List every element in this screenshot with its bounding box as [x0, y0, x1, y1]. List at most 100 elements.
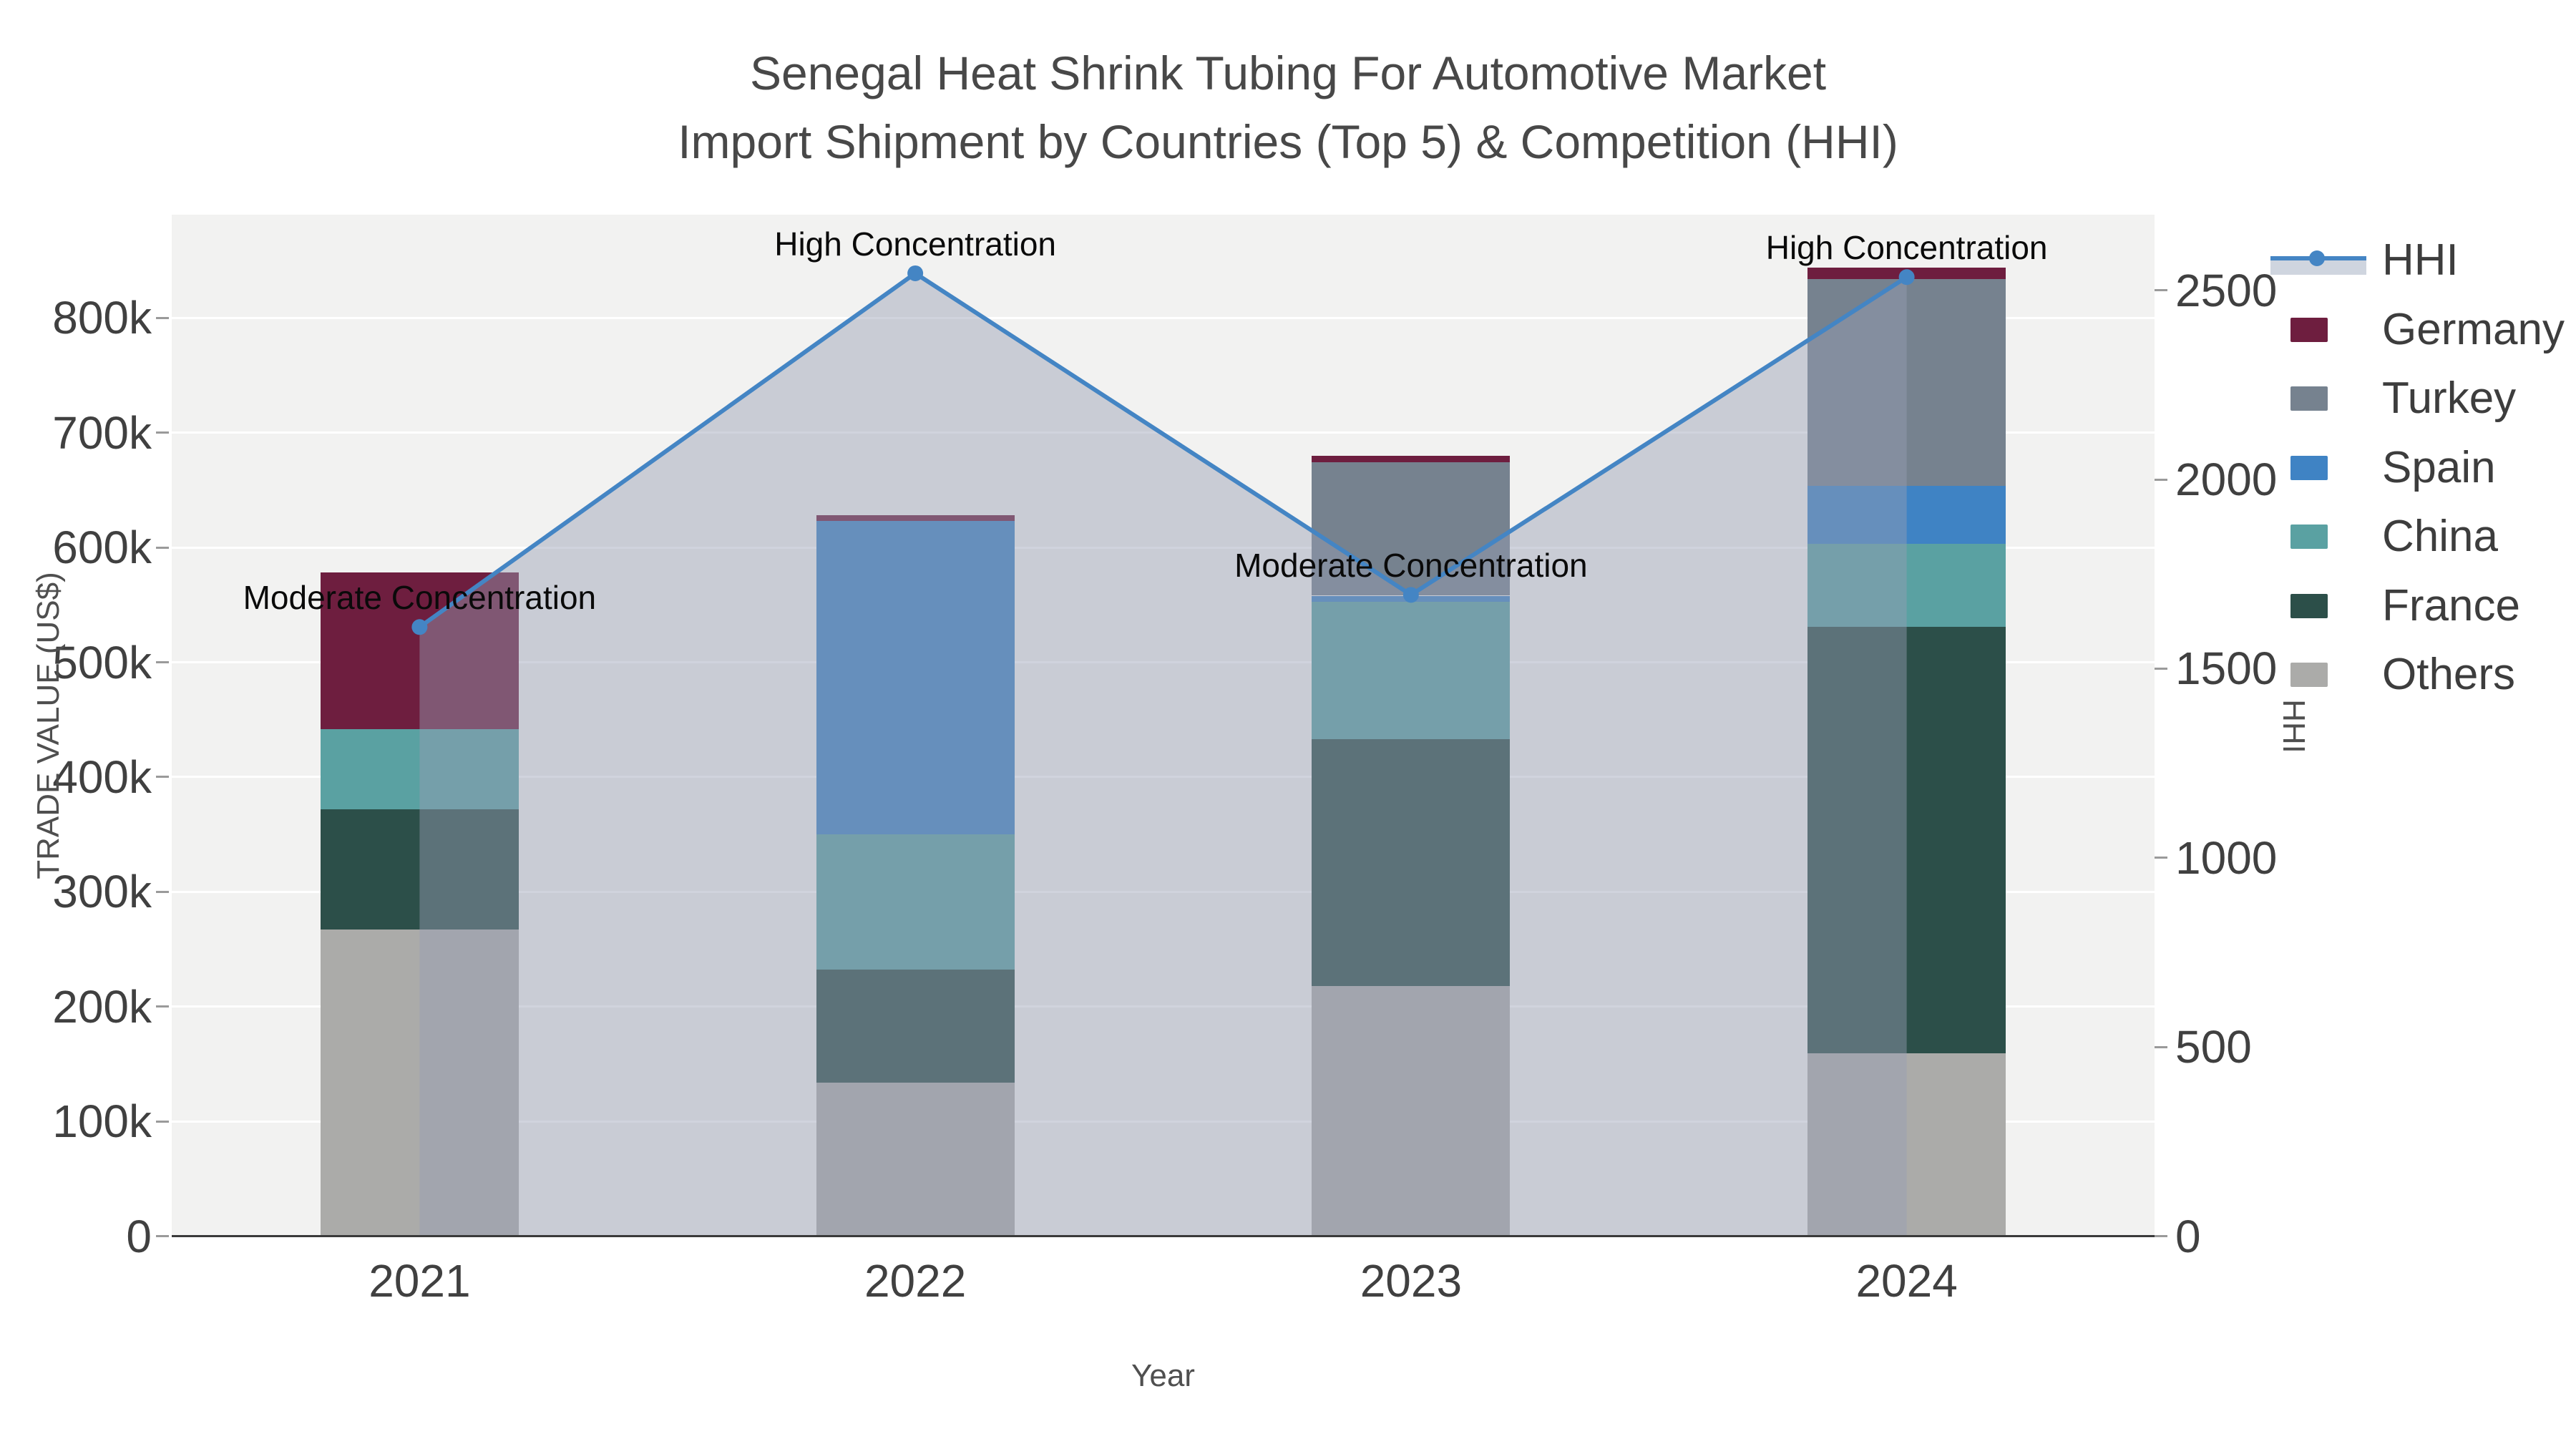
x-tick-label: 2022 — [864, 1254, 967, 1307]
y-left-tick-label: 100k — [52, 1096, 152, 1148]
legend-item-france[interactable]: France — [2265, 572, 2520, 640]
bar-segment-china-2023[interactable] — [1312, 601, 1511, 739]
color-swatch — [2290, 317, 2328, 342]
legend-swatch-icon — [2265, 659, 2372, 691]
color-swatch — [2290, 455, 2328, 480]
legend-item-spain[interactable]: Spain — [2265, 434, 2496, 502]
color-swatch — [2290, 525, 2328, 549]
y-left-tick-label: 200k — [52, 980, 152, 1033]
y-right-tick-label: 0 — [2175, 1210, 2201, 1262]
legend-swatch-icon — [2265, 590, 2372, 622]
bar-segment-germany-2021[interactable] — [320, 572, 519, 729]
bar-segment-spain-2024[interactable] — [1807, 485, 2006, 545]
y-left-tick-label: 700k — [52, 406, 152, 459]
bar-segment-others-2023[interactable] — [1312, 985, 1511, 1236]
color-swatch — [2290, 593, 2328, 618]
hhi-marker-swatch — [2309, 250, 2325, 266]
y-left-tick-label: 600k — [52, 522, 152, 574]
hhi-marker-2022[interactable] — [907, 265, 924, 281]
y-right-tick-mark — [2155, 289, 2167, 292]
y-left-tick-label: 400k — [52, 751, 152, 803]
legend-label: Germany — [2382, 304, 2565, 354]
y-right-tick-mark — [2155, 857, 2167, 859]
y-left-tick-mark — [156, 776, 169, 779]
gridline — [172, 776, 2155, 779]
x-tick-label: 2021 — [369, 1254, 471, 1307]
bar-segment-france-2024[interactable] — [1807, 626, 2006, 1054]
legend-item-china[interactable]: China — [2265, 502, 2498, 571]
y-right-tick-label: 500 — [2175, 1021, 2252, 1073]
legend-item-hhi[interactable]: HHI — [2265, 226, 2459, 295]
gridline — [172, 890, 2155, 893]
legend-label: HHI — [2382, 235, 2459, 285]
legend-item-germany[interactable]: Germany — [2265, 296, 2565, 364]
legend-swatch-icon — [2265, 314, 2372, 346]
gridline — [172, 661, 2155, 664]
y-left-tick-mark — [156, 890, 169, 893]
y-right-tick-mark — [2155, 478, 2167, 481]
hhi-marker-2024[interactable] — [1898, 269, 1915, 286]
y-left-tick-mark — [156, 661, 169, 664]
y-left-tick-label: 0 — [126, 1210, 152, 1262]
y-left-tick-label: 300k — [52, 866, 152, 918]
legend-label: Others — [2382, 650, 2516, 699]
y-axis-title-left: TRADE VALUE (US$) — [31, 572, 66, 879]
legend-item-turkey[interactable]: Turkey — [2265, 364, 2516, 433]
annotation: High Concentration — [774, 225, 1057, 263]
legend-item-others[interactable]: Others — [2265, 640, 2515, 709]
bar-segment-turkey-2024[interactable] — [1807, 278, 2006, 486]
x-tick-label: 2023 — [1360, 1254, 1463, 1307]
bar-segment-china-2024[interactable] — [1807, 544, 2006, 627]
y-right-tick-mark — [2155, 1235, 2167, 1237]
x-tick-label: 2024 — [1855, 1254, 1958, 1307]
gridline — [172, 316, 2155, 319]
y-left-tick-mark — [156, 1005, 169, 1008]
y-left-tick-mark — [156, 316, 169, 319]
bar-segment-france-2022[interactable] — [816, 970, 1015, 1083]
bar-segment-others-2022[interactable] — [816, 1082, 1015, 1236]
legend-label: France — [2382, 580, 2520, 630]
y-left-tick-label: 800k — [52, 292, 152, 344]
color-swatch — [2290, 386, 2328, 411]
bar-segment-spain-2022[interactable] — [816, 521, 1015, 835]
chart-title-line2: Import Shipment by Countries (Top 5) & C… — [678, 115, 1898, 168]
hhi-marker-2021[interactable] — [411, 619, 428, 635]
y-right-tick-label: 2000 — [2175, 454, 2278, 506]
x-axis-title: Year — [1131, 1358, 1195, 1393]
bar-segment-germany-2023[interactable] — [1312, 455, 1511, 463]
y-left-tick-mark — [156, 546, 169, 549]
legend-swatch-icon — [2265, 452, 2372, 484]
bar-segment-others-2024[interactable] — [1807, 1053, 2006, 1236]
hhi-area-swatch — [2270, 259, 2366, 275]
annotation: Moderate Concentration — [1234, 547, 1588, 585]
y-left-tick-label: 500k — [52, 636, 152, 688]
bar-segment-others-2021[interactable] — [320, 930, 519, 1236]
legend-label: China — [2382, 512, 2498, 561]
y-right-tick-label: 2500 — [2175, 264, 2278, 316]
y-right-tick-mark — [2155, 1045, 2167, 1048]
y-right-tick-label: 1000 — [2175, 831, 2278, 884]
y-left-tick-mark — [156, 1235, 169, 1237]
bar-segment-turkey-2023[interactable] — [1312, 462, 1511, 596]
gridline — [172, 546, 2155, 549]
legend-swatch-icon — [2265, 383, 2372, 414]
hhi-legend-icon — [2265, 245, 2372, 276]
legend-label: Spain — [2382, 442, 2496, 492]
hhi-marker-2023[interactable] — [1402, 587, 1419, 603]
bar-segment-germany-2022[interactable] — [816, 515, 1015, 522]
y-right-tick-label: 1500 — [2175, 643, 2278, 695]
bar-segment-france-2023[interactable] — [1312, 738, 1511, 986]
hhi-line — [418, 270, 1908, 629]
gridline — [172, 1120, 2155, 1123]
bar-segment-china-2022[interactable] — [816, 834, 1015, 970]
bar-segment-france-2021[interactable] — [320, 809, 519, 930]
chart-title-line1: Senegal Heat Shrink Tubing For Automotiv… — [749, 47, 1827, 99]
y-left-tick-mark — [156, 1120, 169, 1123]
gridline — [172, 1005, 2155, 1008]
bar-segment-china-2021[interactable] — [320, 728, 519, 809]
hhi-area-fill — [419, 273, 1907, 1236]
x-axis-line — [172, 1235, 2155, 1237]
color-swatch — [2290, 663, 2328, 687]
